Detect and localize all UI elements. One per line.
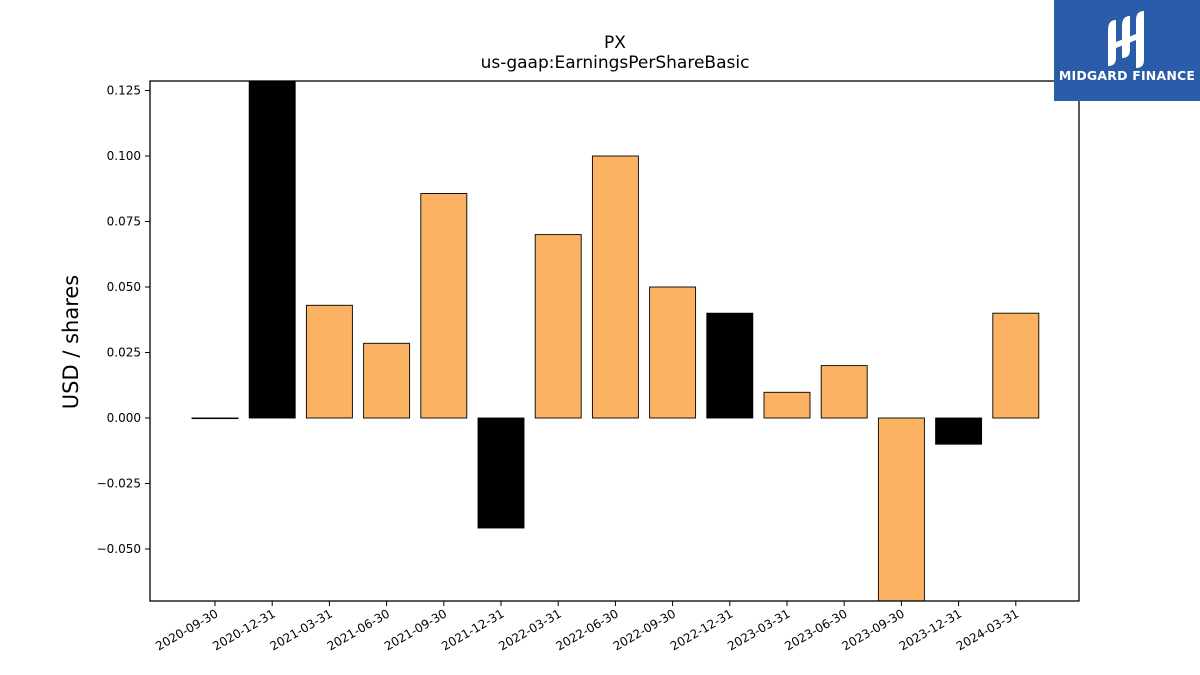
bar-2021-12-31 — [477, 417, 525, 529]
bar-2020-12-31 — [248, 80, 296, 419]
x-tick-label: 2022-12-31 — [668, 606, 735, 653]
x-tick-label: 2020-09-30 — [153, 606, 220, 653]
x-tick-label: 2021-06-30 — [325, 606, 392, 653]
y-tick-label: −0.025 — [97, 477, 141, 491]
bar-2020-09-30 — [191, 417, 239, 420]
bar-2023-09-30 — [877, 417, 925, 602]
y-tick-label: 0.050 — [107, 280, 141, 294]
chart-subtitle: us-gaap:EarningsPerShareBasic — [481, 53, 750, 73]
x-ticks-group: 2020-09-302020-12-312021-03-312021-06-30… — [153, 601, 1021, 653]
y-ticks-group: 0.125 0.100 0.075 0.050 0.025 0.000 −0.025 −0.0… — [97, 84, 150, 556]
x-tick-label: 2022-09-30 — [611, 606, 678, 653]
x-tick-label: 2022-03-31 — [496, 606, 563, 653]
chart-title: PX — [604, 33, 626, 53]
x-tick-label: 2023-09-30 — [839, 606, 906, 653]
x-tick-label: 2021-03-31 — [267, 606, 334, 653]
x-tick-label: 2020-12-31 — [210, 606, 277, 653]
bar-2022-09-30 — [649, 286, 697, 419]
y-tick-label: 0.125 — [107, 84, 141, 98]
bar-2022-03-31 — [534, 234, 582, 419]
bar-2021-09-30 — [420, 193, 468, 419]
y-tick-label: 0.025 — [107, 346, 141, 360]
bar-2022-06-30 — [591, 155, 639, 419]
y-tick-label: 0.100 — [107, 149, 141, 163]
x-tick-label: 2023-03-31 — [725, 606, 792, 653]
y-axis-label: USD / shares — [59, 275, 83, 409]
x-tick-label: 2021-09-30 — [382, 606, 449, 653]
bar-2021-06-30 — [363, 342, 411, 419]
x-tick-label: 2022-06-30 — [553, 606, 620, 653]
bar-2023-06-30 — [820, 365, 868, 419]
bar-2024-03-31 — [992, 312, 1040, 419]
bars-group — [191, 80, 1040, 602]
bar-2023-12-31 — [935, 417, 983, 445]
y-tick-label: 0.000 — [107, 411, 141, 425]
x-tick-label: 2023-12-31 — [897, 606, 964, 653]
y-tick-label: 0.075 — [107, 215, 141, 229]
bar-2021-03-31 — [305, 304, 353, 419]
x-tick-label: 2023-06-30 — [782, 606, 849, 653]
x-tick-label: 2021-12-31 — [439, 606, 506, 653]
brand-logo: MIDGARD FINANCE — [1054, 0, 1200, 101]
plot-frame — [149, 80, 1080, 602]
logo-text: MIDGARD FINANCE — [1058, 68, 1196, 83]
x-tick-label: 2024-03-31 — [954, 606, 1021, 653]
bar-2022-12-31 — [706, 312, 754, 419]
y-tick-label: −0.050 — [97, 542, 141, 556]
bar-2023-03-31 — [763, 391, 811, 419]
midgard-logo-icon — [1108, 11, 1144, 68]
